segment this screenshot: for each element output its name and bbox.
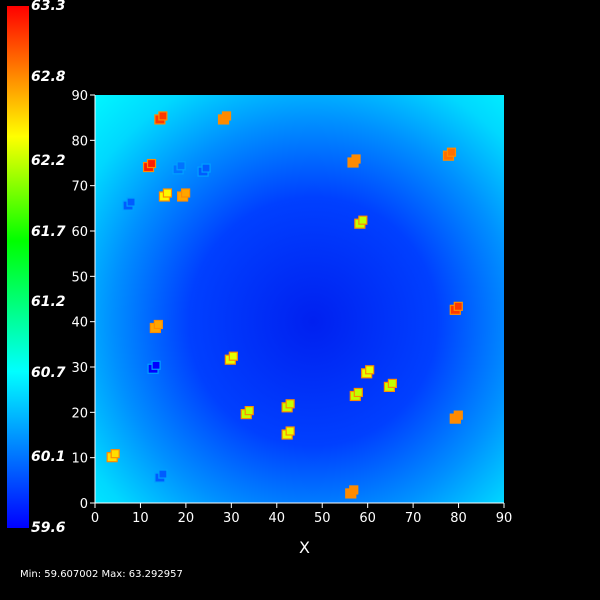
patch-6 xyxy=(177,188,191,202)
patch-10-cell-1 xyxy=(358,215,368,225)
patch-17-cell-1 xyxy=(353,387,363,398)
patch-3 xyxy=(172,161,186,175)
x-tick-label-1: 10 xyxy=(132,511,149,526)
patch-20-cell-1 xyxy=(453,410,463,420)
patch-18 xyxy=(240,406,254,420)
patch-9-cell-1 xyxy=(446,147,457,157)
patch-12 xyxy=(149,319,163,334)
y-tick-label-8: 80 xyxy=(71,134,88,149)
patch-16-cell-1 xyxy=(387,378,397,388)
y-tick-label-9: 90 xyxy=(71,89,88,104)
colorbar-label-3: 61.7 xyxy=(31,223,66,240)
patch-15 xyxy=(361,365,375,379)
patch-15-cell-1 xyxy=(365,365,375,375)
x-axis-label: X xyxy=(299,538,310,557)
patch-18-cell-1 xyxy=(244,406,254,416)
patch-20 xyxy=(449,410,463,424)
x-tick-label-6: 60 xyxy=(359,511,376,526)
patch-11-cell-1 xyxy=(453,301,463,311)
patch-14-cell-1 xyxy=(151,360,161,370)
y-tick-label-4: 40 xyxy=(71,316,88,331)
min-max-readout: Min: 59.607002 Max: 63.292957 xyxy=(20,569,183,580)
patch-9 xyxy=(442,147,457,161)
patch-21 xyxy=(281,426,295,440)
x-tick-label-8: 80 xyxy=(450,511,467,526)
x-tick-label-5: 50 xyxy=(314,511,331,526)
patch-2-cell-1 xyxy=(146,158,157,169)
colorbar-label-5: 60.7 xyxy=(31,364,66,381)
patch-5 xyxy=(158,188,173,202)
patch-0-cell-1 xyxy=(158,111,168,121)
x-tick-label-7: 70 xyxy=(405,511,422,526)
patch-23 xyxy=(154,469,168,483)
colorbar-label-1: 62.8 xyxy=(31,68,66,85)
y-tick-label-7: 70 xyxy=(71,180,88,195)
patch-19 xyxy=(281,399,295,413)
x-tick-label-2: 20 xyxy=(178,511,195,526)
x-tick-label-4: 40 xyxy=(269,511,286,526)
patches-layer xyxy=(106,111,463,499)
plot-area xyxy=(95,95,504,503)
patch-3-cell-1 xyxy=(176,161,186,171)
patch-4 xyxy=(197,163,211,177)
y-tick-label-3: 30 xyxy=(71,361,88,376)
patch-8-cell-1 xyxy=(351,154,361,164)
patch-7-cell-1 xyxy=(126,197,136,207)
patch-17 xyxy=(349,387,363,402)
patch-8 xyxy=(347,154,361,168)
patch-24-cell-1 xyxy=(349,485,359,495)
x-tick-label-9: 90 xyxy=(496,511,513,526)
y-tick-label-2: 20 xyxy=(71,406,88,421)
y-tick-label-5: 50 xyxy=(71,270,88,285)
colorbar-label-0: 63.3 xyxy=(31,0,66,14)
patch-1-cell-1 xyxy=(221,111,232,121)
axes-layer: 0 10 20 30 40 50 60 70 80 90 0 10 20 30 40 50 60 70 80 90 xyxy=(71,89,512,526)
patch-1 xyxy=(217,111,232,125)
patch-12-cell-1 xyxy=(153,319,163,330)
patch-13 xyxy=(224,351,238,365)
patch-19-cell-1 xyxy=(285,399,295,409)
patch-6-cell-1 xyxy=(181,188,191,198)
y-tick-label-1: 10 xyxy=(71,452,88,467)
patch-14 xyxy=(147,360,161,374)
patch-10 xyxy=(354,215,368,229)
patch-24 xyxy=(345,485,359,499)
patch-21-cell-1 xyxy=(285,426,295,436)
patch-23-cell-1 xyxy=(158,469,168,479)
patch-2 xyxy=(142,158,157,173)
y-tick-label-6: 60 xyxy=(71,225,88,240)
patch-22-cell-1 xyxy=(110,449,120,459)
colorbar xyxy=(7,6,29,528)
patch-4-cell-1 xyxy=(201,163,211,173)
patch-16 xyxy=(383,378,397,392)
patch-13-cell-1 xyxy=(228,351,238,361)
x-tick-label-3: 30 xyxy=(223,511,240,526)
y-tick-label-0: 0 xyxy=(80,497,88,512)
patch-11 xyxy=(449,301,463,315)
patch-0 xyxy=(154,111,168,125)
colorbar-label-2: 62.2 xyxy=(31,153,66,170)
x-tick-label-0: 0 xyxy=(91,511,99,526)
colorbar-label-6: 60.1 xyxy=(31,449,66,466)
patch-7 xyxy=(122,197,136,211)
colorbar-label-7: 59.6 xyxy=(31,520,66,536)
patch-22 xyxy=(106,449,120,463)
patch-5-cell-1 xyxy=(162,188,173,198)
colorbar-label-4: 61.2 xyxy=(31,294,66,311)
